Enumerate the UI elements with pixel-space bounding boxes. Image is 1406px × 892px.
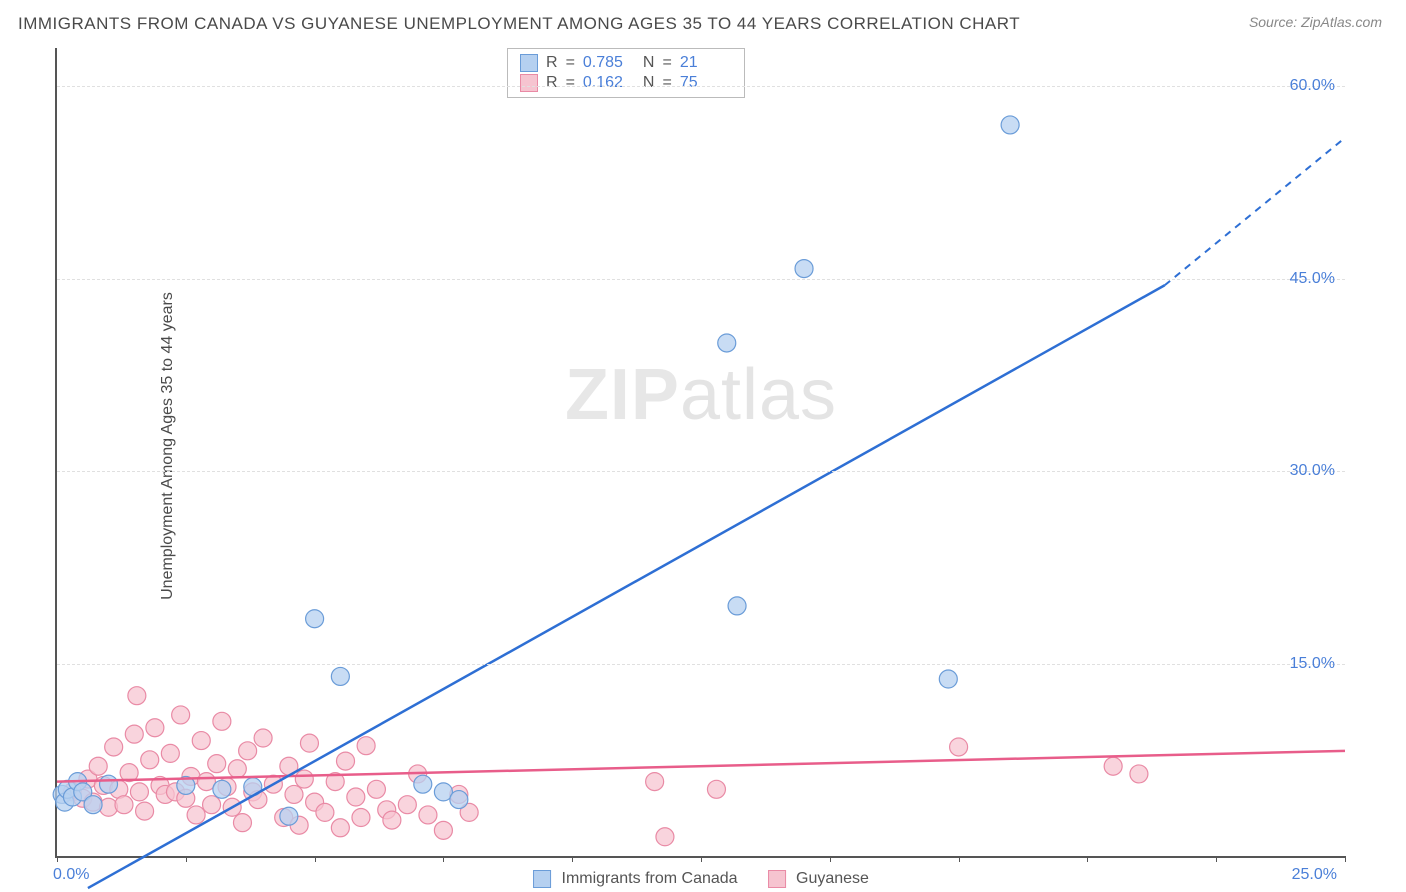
legend-item-guyanese: Guyanese xyxy=(768,870,869,888)
legend-item-canada: Immigrants from Canada xyxy=(533,870,738,888)
n-value-canada: 21 xyxy=(680,54,732,72)
n-value-guyanese: 75 xyxy=(680,74,732,92)
y-tick-label: 15.0% xyxy=(1290,655,1335,673)
swatch-guyanese-b xyxy=(768,870,786,888)
y-tick-label: 45.0% xyxy=(1290,270,1335,288)
r-legend-row-canada: R = 0.785 N = 21 xyxy=(520,53,732,73)
source-label: Source: ZipAtlas.com xyxy=(1249,14,1382,30)
y-tick-label: 30.0% xyxy=(1290,462,1335,480)
plot-svg xyxy=(57,48,1345,856)
r-legend: R = 0.785 N = 21 R = 0.162 N = 75 xyxy=(507,48,745,98)
bottom-legend: Immigrants from Canada Guyanese xyxy=(533,870,869,888)
swatch-guyanese xyxy=(520,74,538,92)
swatch-canada-b xyxy=(533,870,551,888)
y-tick-label: 60.0% xyxy=(1290,77,1335,95)
r-value-guyanese: 0.162 xyxy=(583,74,635,92)
r-value-canada: 0.785 xyxy=(583,54,635,72)
chart-title: IMMIGRANTS FROM CANADA VS GUYANESE UNEMP… xyxy=(18,14,1020,34)
swatch-canada xyxy=(520,54,538,72)
x-min-label: 0.0% xyxy=(53,866,89,884)
x-max-label: 25.0% xyxy=(1292,866,1337,884)
plot-area: ZIPatlas R = 0.785 N = 21 R = 0.162 N = … xyxy=(55,48,1345,858)
r-legend-row-guyanese: R = 0.162 N = 75 xyxy=(520,73,732,93)
